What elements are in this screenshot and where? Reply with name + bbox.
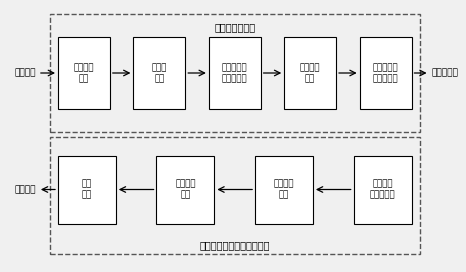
FancyBboxPatch shape [255,156,313,224]
Text: 音频输出: 音频输出 [14,185,36,194]
Text: 可视化输出: 可视化输出 [432,69,459,78]
FancyBboxPatch shape [354,156,411,224]
FancyBboxPatch shape [58,156,116,224]
FancyBboxPatch shape [360,37,411,109]
Text: 子矩阵分解
实部、虚部: 子矩阵分解 实部、虚部 [222,63,247,83]
FancyBboxPatch shape [284,37,336,109]
Text: 语音
重构: 语音 重构 [82,180,92,200]
Text: 符号组合
解码: 符号组合 解码 [274,180,294,200]
Text: 语音信号
分帧: 语音信号 分帧 [74,63,94,83]
FancyBboxPatch shape [209,37,260,109]
Text: 音频输入: 音频输入 [14,69,36,78]
FancyBboxPatch shape [157,156,214,224]
Text: 基于语谱图的语音重构部分: 基于语谱图的语音重构部分 [199,240,270,250]
Text: 语谱图构建部分: 语谱图构建部分 [214,22,255,32]
FancyBboxPatch shape [58,37,110,109]
Text: 动矩阵构建
三维彩色晕: 动矩阵构建 三维彩色晕 [373,63,398,83]
FancyBboxPatch shape [133,37,185,109]
Text: 傅里叶
分析: 傅里叶 分析 [151,63,167,83]
Text: 时频矩阵
形成: 时频矩阵 形成 [175,180,196,200]
Text: 符号编码
组合: 符号编码 组合 [300,63,321,83]
Text: 子阵提取
实部与虚部: 子阵提取 实部与虚部 [370,180,395,200]
